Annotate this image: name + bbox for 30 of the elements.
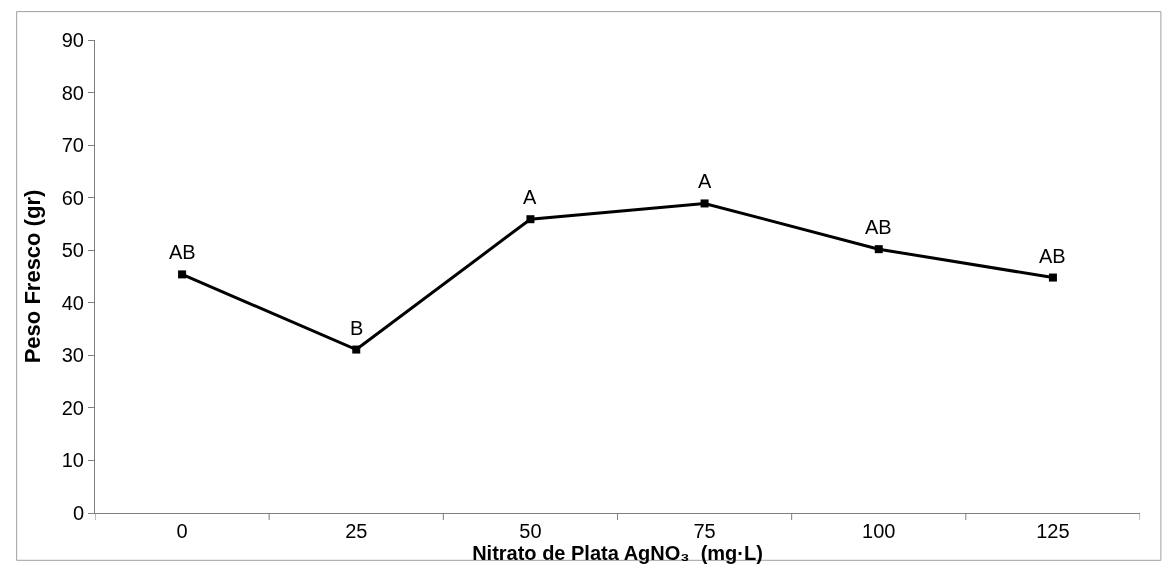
annotation: A xyxy=(523,186,537,208)
x-tick-label: 50 xyxy=(519,520,542,542)
point xyxy=(700,199,709,208)
y-tick-label: 90 xyxy=(61,29,84,51)
point xyxy=(352,345,361,354)
x-tick-label: 125 xyxy=(1036,520,1070,542)
x-axis-title: Nitrato de Plata AgNO₃ (mg·L) xyxy=(472,542,763,564)
annotation: B xyxy=(350,317,364,339)
point xyxy=(874,245,883,254)
y-tick-label: 0 xyxy=(72,502,84,524)
x-tick-label: 0 xyxy=(176,520,188,542)
y-tick-label: 80 xyxy=(61,81,84,104)
annotation: A xyxy=(698,170,712,192)
x-tick-label: 100 xyxy=(862,520,896,542)
point xyxy=(526,215,535,224)
annotation: AB xyxy=(169,241,196,263)
y-tick-label: 20 xyxy=(61,396,84,419)
y-tick-label: 70 xyxy=(61,134,84,157)
y-axis-title: Peso Fresco (gr) xyxy=(19,189,45,364)
y-tick-label: 60 xyxy=(61,186,84,209)
point xyxy=(1048,273,1057,282)
annotation: AB xyxy=(1039,245,1066,267)
x-tick-label: 75 xyxy=(693,520,716,542)
y-tick-label: 50 xyxy=(61,239,84,262)
annotation: AB xyxy=(865,216,892,238)
x-tick-label: 25 xyxy=(345,520,368,542)
y-tick-label: 10 xyxy=(61,449,84,472)
y-tick-label: 40 xyxy=(61,291,84,314)
y-tick-label: 30 xyxy=(61,344,84,367)
point xyxy=(178,270,187,279)
